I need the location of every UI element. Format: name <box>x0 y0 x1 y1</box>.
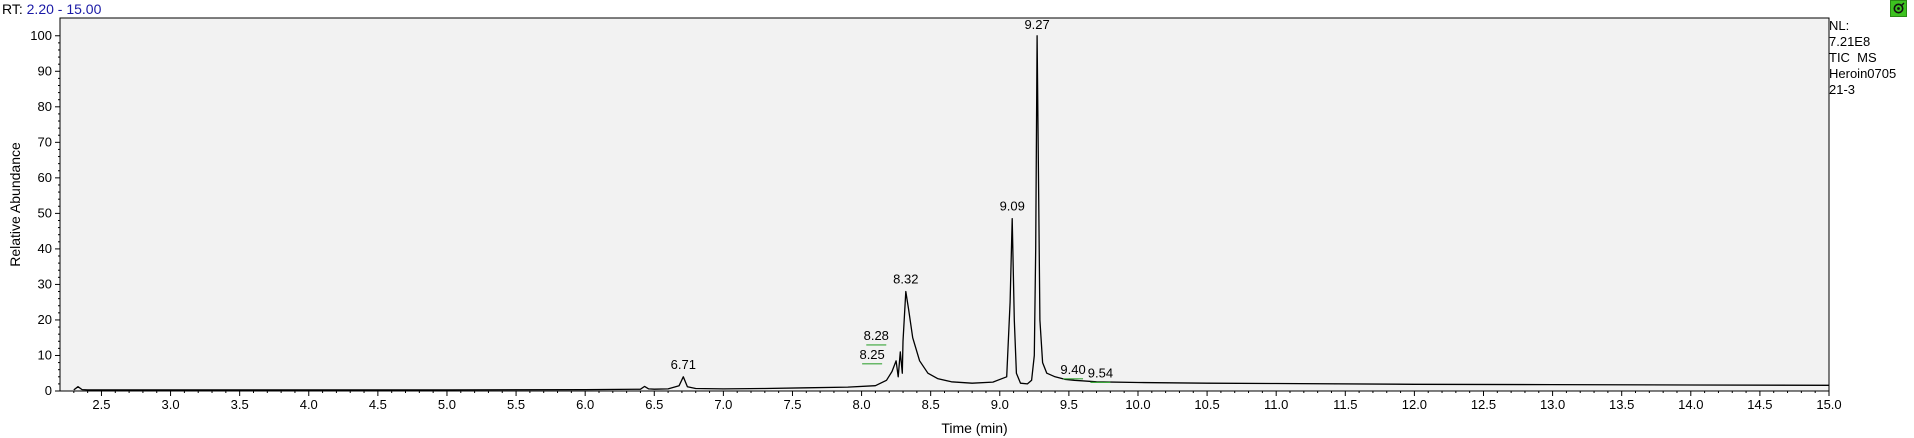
x-tick-label: 13.5 <box>1609 397 1634 412</box>
nl-value: 7.21E8 <box>1829 34 1871 49</box>
link-icon[interactable] <box>1890 0 1907 17</box>
plot-area[interactable] <box>59 17 1830 392</box>
x-tick-label: 8.5 <box>922 397 940 412</box>
x-tick-label: 9.0 <box>991 397 1009 412</box>
x-tick-label: 2.5 <box>92 397 110 412</box>
x-tick-label: 11.0 <box>1264 397 1288 412</box>
peak-label[interactable]: 9.09 <box>1000 199 1025 214</box>
x-tick-label: 8.0 <box>853 397 871 412</box>
rt-range-header: RT: 2.20 - 15.00 <box>2 1 101 17</box>
x-axis-title: Time (min) <box>941 420 1007 436</box>
y-tick-label: 60 <box>38 170 52 185</box>
x-tick-label: 13.0 <box>1540 397 1565 412</box>
x-tick-label: 6.5 <box>645 397 663 412</box>
x-tick-label: 4.5 <box>369 397 387 412</box>
x-tick-label: 10.5 <box>1194 397 1219 412</box>
peak-label[interactable]: 8.28 <box>864 328 889 343</box>
x-tick-label: 11.5 <box>1333 397 1357 412</box>
x-tick-label: 5.5 <box>507 397 525 412</box>
peak-label[interactable]: 9.54 <box>1088 365 1113 380</box>
nl-label: NL: <box>1829 18 1850 33</box>
y-tick-label: 100 <box>30 28 52 43</box>
x-tick-label: 5.0 <box>438 397 456 412</box>
rt-range-value[interactable]: 2.20 - 15.00 <box>26 1 102 17</box>
y-tick-label: 80 <box>38 99 52 114</box>
x-tick-label: 3.0 <box>162 397 180 412</box>
peak-label[interactable]: 8.25 <box>859 347 884 362</box>
y-tick-label: 20 <box>38 312 52 327</box>
file-name: Heroin0705 <box>1829 66 1897 81</box>
rt-prefix: RT: <box>2 1 23 17</box>
peak-label[interactable]: 9.40 <box>1060 362 1085 377</box>
x-tick-label: 7.5 <box>783 397 801 412</box>
scan-filter: TIC MS <box>1829 50 1877 65</box>
peak-label[interactable]: 6.71 <box>671 357 696 372</box>
y-tick-label: 40 <box>38 241 52 256</box>
x-tick-label: 6.0 <box>576 397 594 412</box>
x-tick-label: 14.0 <box>1678 397 1703 412</box>
tic-trace[interactable] <box>73 35 1830 391</box>
y-tick-label: 90 <box>38 63 52 78</box>
nl-info-panel: NL: 7.21E8 TIC MS Heroin0705 21-3 <box>1829 18 1896 98</box>
x-tick-label: 7.0 <box>714 397 732 412</box>
x-tick-label: 12.0 <box>1402 397 1427 412</box>
y-tick-label: 0 <box>45 383 52 398</box>
x-tick-label: 3.5 <box>231 397 249 412</box>
peak-label[interactable]: 9.27 <box>1024 17 1049 32</box>
peak-label[interactable]: 8.32 <box>893 272 918 287</box>
x-tick-label: 14.5 <box>1747 397 1772 412</box>
y-tick-label: 50 <box>38 205 52 220</box>
x-tick-label: 4.0 <box>300 397 318 412</box>
y-tick-label: 10 <box>38 347 52 362</box>
x-tick-label: 9.5 <box>1060 397 1078 412</box>
x-tick-label: 12.5 <box>1471 397 1496 412</box>
y-tick-label: 70 <box>38 134 52 149</box>
y-tick-label: 30 <box>38 276 52 291</box>
x-tick-label: 10.0 <box>1125 397 1150 412</box>
file-name-suffix: 21-3 <box>1829 82 1856 97</box>
y-axis-title: Relative Abundance <box>7 142 23 267</box>
x-tick-label: 15.0 <box>1816 397 1841 412</box>
